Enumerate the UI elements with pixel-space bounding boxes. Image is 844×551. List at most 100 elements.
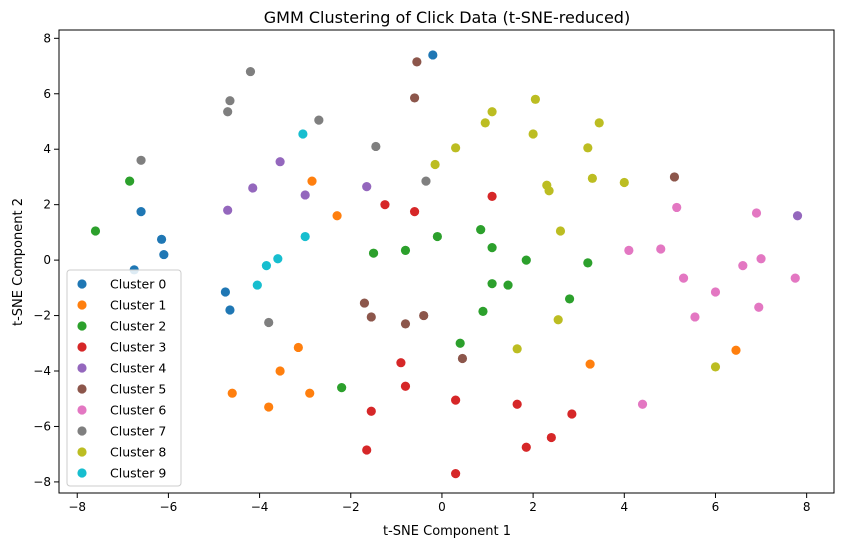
cluster-9-point — [252, 280, 262, 290]
cluster-3-point — [521, 442, 531, 452]
cluster-3-point — [366, 406, 376, 416]
cluster-1-point — [264, 402, 274, 412]
cluster-6-point — [754, 302, 764, 312]
cluster-9-point — [261, 261, 272, 271]
cluster-0-point — [156, 234, 167, 244]
legend-label-cluster-4: Cluster 4 — [110, 361, 166, 376]
cluster-9-point — [298, 129, 308, 139]
y-tick-label: 0 — [43, 253, 51, 267]
x-tick-label: −6 — [160, 500, 178, 514]
plot-area — [58, 29, 835, 494]
cluster-1-point — [275, 366, 285, 376]
cluster-1-point — [227, 388, 237, 398]
legend-marker-cluster-2 — [77, 321, 87, 331]
y-tick-label: 8 — [43, 31, 51, 45]
cluster-2-point — [478, 306, 488, 317]
cluster-4-point — [300, 190, 310, 200]
cluster-1-point — [585, 359, 595, 369]
legend-label-cluster-1: Cluster 1 — [110, 298, 166, 313]
cluster-0-point — [220, 287, 230, 297]
cluster-4-point — [362, 182, 372, 192]
cluster-7-point — [314, 115, 324, 125]
cluster-8-point — [710, 362, 721, 372]
cluster-0-point — [225, 305, 235, 315]
cluster-7-point — [421, 176, 431, 186]
cluster-1-point — [332, 211, 342, 221]
cluster-5-point — [409, 93, 420, 103]
cluster-9-point — [273, 254, 283, 264]
cluster-4-point — [275, 157, 285, 167]
cluster-2-point — [337, 383, 347, 393]
cluster-7-point — [136, 155, 146, 165]
chart-title: GMM Clustering of Click Data (t-SNE-redu… — [264, 8, 630, 27]
cluster-2-point — [521, 255, 531, 265]
cluster-0-point — [159, 249, 169, 260]
x-axis-label: t-SNE Component 1 — [383, 524, 511, 539]
cluster-8-point — [512, 344, 522, 354]
cluster-5-point — [366, 312, 376, 322]
cluster-1-point — [731, 345, 741, 355]
cluster-2-point — [90, 226, 101, 236]
legend-marker-cluster-4 — [77, 363, 87, 373]
cluster-2-point — [476, 225, 486, 235]
cluster-5-point — [412, 57, 422, 67]
cluster-3-point — [362, 445, 372, 455]
legend-marker-cluster-6 — [77, 405, 87, 415]
legend-label-cluster-9: Cluster 9 — [110, 466, 166, 481]
cluster-8-point — [619, 177, 629, 188]
cluster-3-point — [451, 468, 461, 479]
legend-marker-cluster-7 — [77, 426, 87, 436]
cluster-5-point — [669, 172, 680, 182]
cluster-7-point — [371, 141, 381, 152]
cluster-7-point — [223, 107, 233, 117]
cluster-6-point — [672, 202, 682, 213]
cluster-3-point — [451, 395, 461, 405]
y-tick-label: −8 — [33, 475, 51, 489]
cluster-1-point — [293, 342, 303, 353]
cluster-8-point — [555, 226, 566, 236]
cluster-4-point — [792, 211, 803, 221]
cluster-8-point — [430, 159, 440, 170]
x-tick-label: 0 — [438, 500, 446, 514]
cluster-6-point — [656, 244, 666, 254]
cluster-8-point — [451, 143, 461, 153]
cluster-3-point — [400, 381, 411, 391]
cluster-7-point — [225, 96, 235, 106]
cluster-3-point — [396, 358, 406, 368]
x-tick-label: −2 — [342, 500, 360, 514]
legend: Cluster 0 Cluster 1 Cluster 2 Cluster 3 Clus… — [66, 269, 182, 487]
cluster-3-point — [567, 409, 577, 419]
cluster-6-point — [624, 245, 634, 256]
cluster-9-point — [300, 231, 310, 242]
x-tick-label: −8 — [68, 500, 86, 514]
cluster-6-point — [756, 254, 766, 264]
x-tick-label: 6 — [712, 500, 720, 514]
cluster-6-point — [637, 399, 648, 409]
cluster-2-point — [368, 248, 379, 258]
cluster-2-point — [400, 245, 411, 256]
cluster-3-point — [487, 191, 497, 201]
legend-frame — [66, 269, 182, 487]
data-points — [90, 50, 803, 479]
y-axis: −8 −6 −4 −2 0 2 4 6 8 — [33, 31, 59, 489]
legend-marker-cluster-5 — [77, 384, 87, 394]
cluster-8-point — [487, 107, 497, 117]
cluster-0-point — [428, 50, 438, 60]
cluster-8-point — [544, 186, 554, 196]
legend-label-cluster-3: Cluster 3 — [110, 340, 166, 355]
y-axis-label: t-SNE Component 2 — [11, 198, 26, 326]
y-tick-label: −4 — [33, 364, 51, 378]
cluster-3-point — [380, 200, 390, 210]
x-tick-label: 4 — [620, 500, 628, 514]
cluster-5-point — [457, 353, 468, 364]
legend-label-cluster-6: Cluster 6 — [110, 403, 166, 418]
cluster-8-point — [530, 94, 540, 104]
cluster-6-point — [738, 261, 748, 271]
legend-label-cluster-8: Cluster 8 — [110, 445, 166, 460]
legend-marker-cluster-0 — [77, 279, 87, 289]
cluster-8-point — [587, 173, 597, 183]
cluster-3-point — [546, 432, 556, 443]
y-tick-label: −2 — [33, 309, 51, 323]
cluster-6-point — [710, 287, 721, 297]
